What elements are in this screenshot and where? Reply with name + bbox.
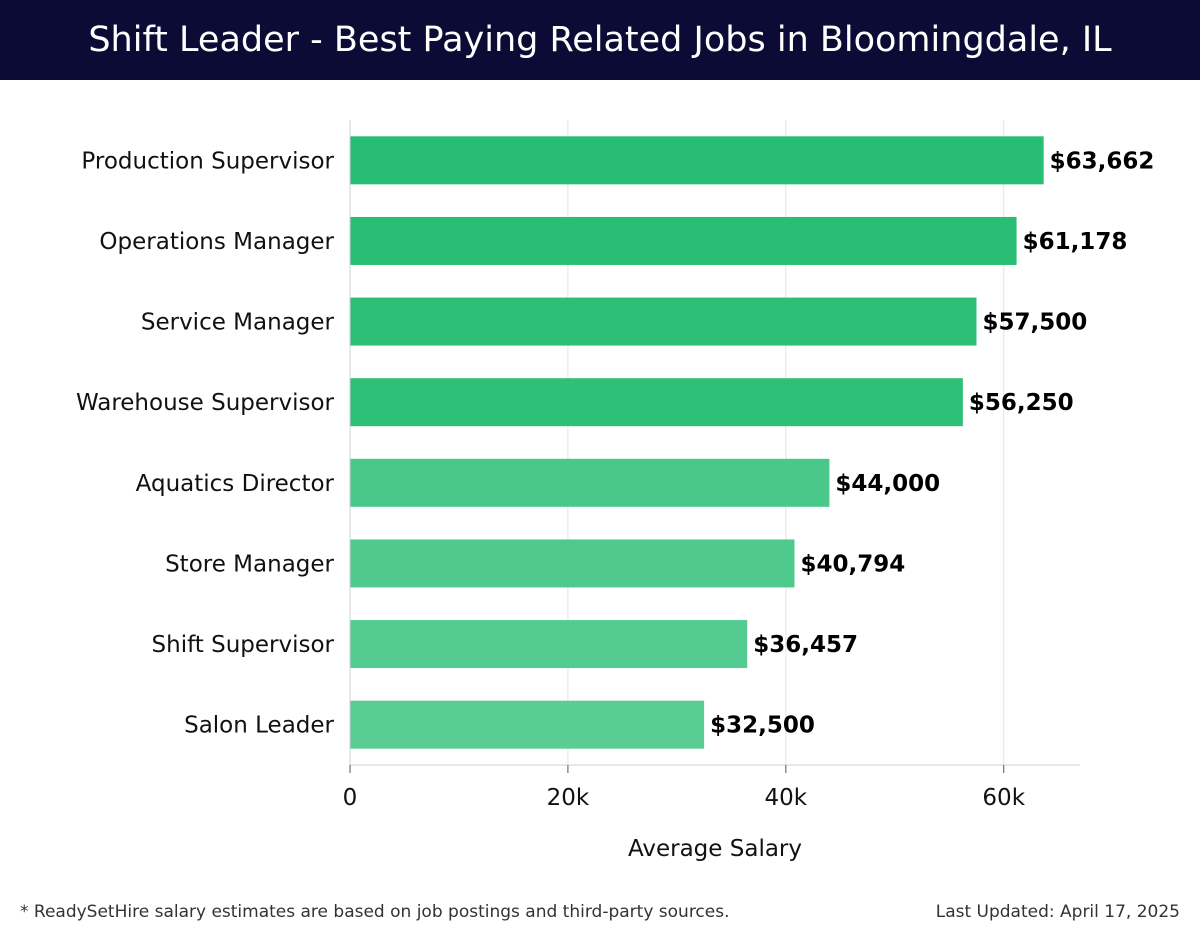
x-tick-label: 20k	[547, 785, 590, 811]
category-label: Production Supervisor	[81, 148, 334, 174]
value-label: $44,000	[835, 471, 940, 497]
category-label: Salon Leader	[184, 713, 334, 739]
value-label: $57,500	[982, 310, 1087, 336]
value-label: $56,250	[969, 390, 1074, 416]
value-label: $32,500	[710, 713, 815, 739]
footer-note: * ReadySetHire salary estimates are base…	[20, 902, 730, 922]
bar	[350, 136, 1044, 185]
value-label: $36,457	[753, 632, 858, 658]
x-tick-label: 40k	[765, 785, 808, 811]
bars: Production Supervisor $63,662 Operations M…	[76, 136, 1155, 749]
category-label: Operations Manager	[99, 229, 334, 255]
category-label: Service Manager	[141, 310, 335, 336]
axes: 0 20k 40k 60k	[343, 120, 1080, 811]
grid-lines	[567, 120, 1005, 765]
chart-title: Shift Leader - Best Paying Related Jobs …	[88, 20, 1112, 60]
category-label: Aquatics Director	[136, 471, 335, 497]
x-tick-label: 60k	[982, 785, 1025, 811]
bar-chart: Production Supervisor $63,662 Operations M…	[76, 120, 1155, 862]
bar	[350, 378, 963, 427]
footer-updated: Last Updated: April 17, 2025	[935, 902, 1180, 922]
chart-header: Shift Leader - Best Paying Related Jobs …	[0, 0, 1200, 80]
category-label: Shift Supervisor	[152, 632, 335, 658]
bar	[350, 700, 705, 749]
bar	[350, 216, 1017, 265]
x-axis-label: Average Salary	[628, 836, 802, 862]
value-label: $61,178	[1023, 229, 1128, 255]
bar	[350, 539, 795, 588]
x-tick-label: 0	[343, 785, 358, 811]
category-label: Warehouse Supervisor	[76, 390, 335, 416]
value-label: $40,794	[800, 551, 905, 577]
bar	[350, 458, 830, 507]
bar	[350, 620, 748, 669]
category-label: Store Manager	[165, 551, 334, 577]
value-label: $63,662	[1050, 148, 1155, 174]
bar	[350, 297, 977, 346]
